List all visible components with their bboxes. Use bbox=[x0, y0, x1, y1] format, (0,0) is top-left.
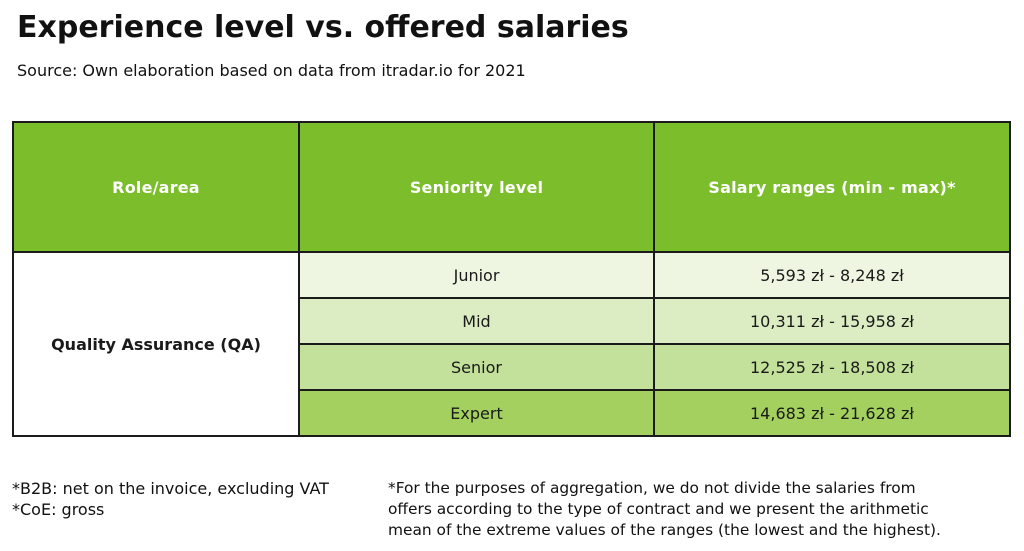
table-row: Senior 12,525 zł - 18,508 zł bbox=[13, 343, 1011, 391]
footnote-line: mean of the extreme values of the ranges… bbox=[388, 521, 941, 539]
salary-table: Role/area Seniority level Salary ranges … bbox=[12, 121, 1011, 437]
contract-footnotes: *B2B: net on the invoice, excluding VAT … bbox=[12, 478, 329, 520]
seniority-cell: Mid bbox=[298, 297, 655, 345]
table-body: Quality Assurance (QA) Junior 5,593 zł -… bbox=[12, 251, 1011, 437]
table-row: Mid 10,311 zł - 15,958 zł bbox=[13, 297, 1011, 345]
table-header: Role/area Seniority level Salary ranges … bbox=[12, 121, 1011, 253]
salary-cell: 14,683 zł - 21,628 zł bbox=[653, 389, 1011, 437]
header-salary: Salary ranges (min - max)* bbox=[653, 121, 1011, 253]
header-row: Role/area Seniority level Salary ranges … bbox=[12, 121, 1011, 253]
footnote-b2b: *B2B: net on the invoice, excluding VAT bbox=[12, 479, 329, 498]
salary-cell: 12,525 zł - 18,508 zł bbox=[653, 343, 1011, 391]
footnote-coe: *CoE: gross bbox=[12, 500, 105, 519]
footnote-line: offers according to the type of contract… bbox=[388, 500, 929, 518]
salary-cell: 10,311 zł - 15,958 zł bbox=[653, 297, 1011, 345]
footnote-line: *For the purposes of aggregation, we do … bbox=[388, 479, 916, 497]
aggregation-footnote: *For the purposes of aggregation, we do … bbox=[388, 478, 1018, 541]
seniority-cell: Junior bbox=[298, 251, 655, 299]
role-cell: Quality Assurance (QA) bbox=[12, 251, 300, 437]
seniority-cell: Senior bbox=[298, 343, 655, 391]
table-row: Expert 14,683 zł - 21,628 zł bbox=[13, 389, 1011, 437]
page-subtitle: Source: Own elaboration based on data fr… bbox=[17, 61, 526, 80]
page-title: Experience level vs. offered salaries bbox=[17, 10, 629, 45]
salary-cell: 5,593 zł - 8,248 zł bbox=[653, 251, 1011, 299]
seniority-cell: Expert bbox=[298, 389, 655, 437]
table-row: Quality Assurance (QA) Junior 5,593 zł -… bbox=[12, 251, 1011, 437]
header-seniority: Seniority level bbox=[298, 121, 655, 253]
header-role: Role/area bbox=[12, 121, 300, 253]
